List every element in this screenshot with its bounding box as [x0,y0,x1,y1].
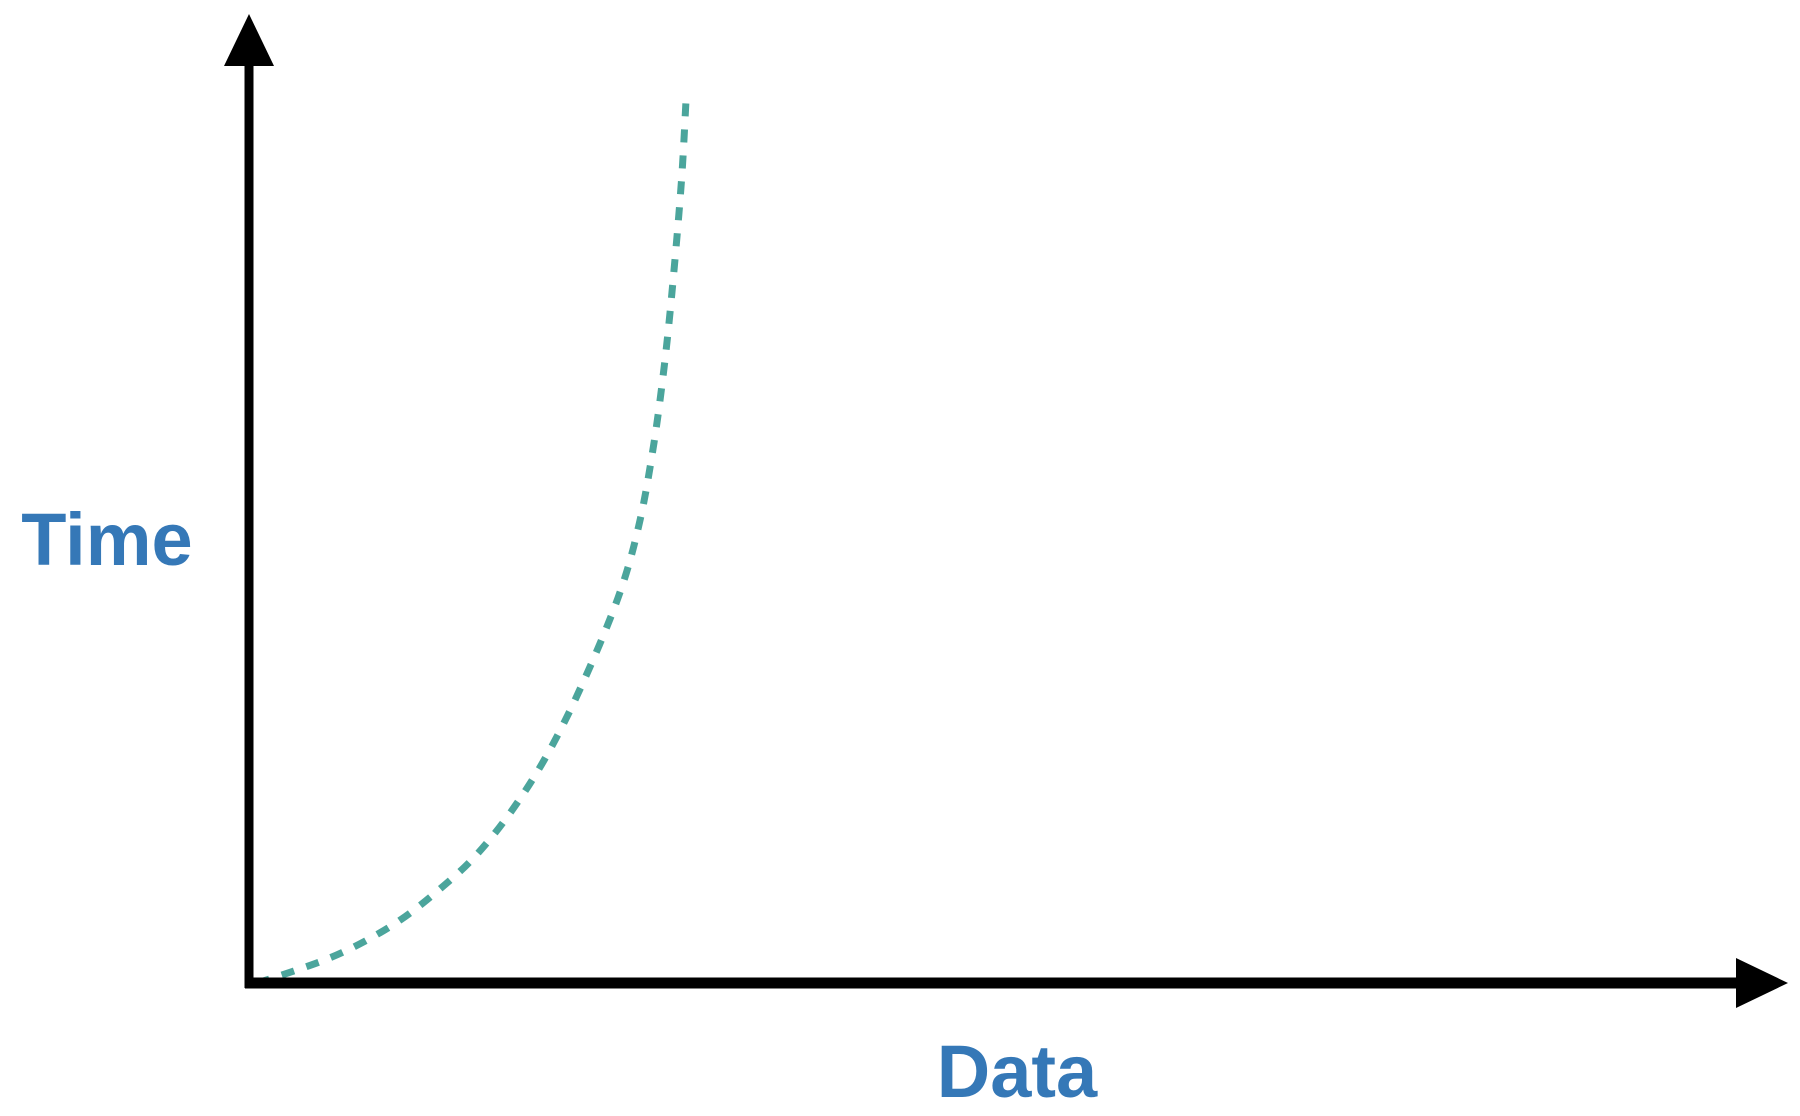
x-axis-label: Data [937,1030,1098,1113]
series-line-1 [255,96,690,987]
y-axis-label: Time [21,498,192,581]
y-axis-arrowhead [224,14,274,66]
plot-area [255,96,690,987]
x-axis-arrowhead [1736,958,1788,1008]
